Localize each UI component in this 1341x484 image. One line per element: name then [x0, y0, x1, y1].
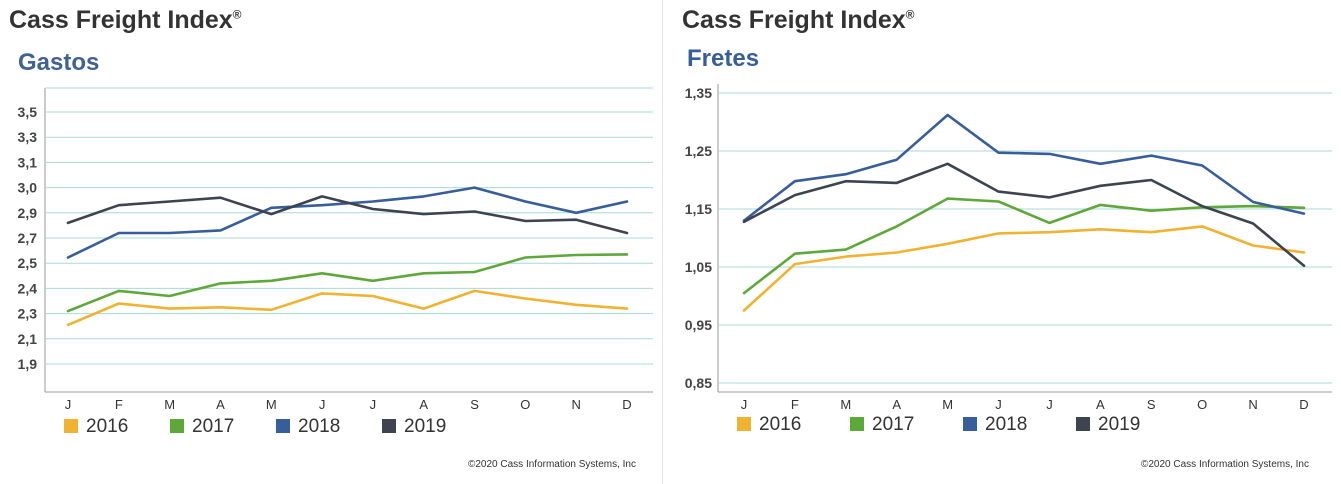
legend-swatch-2017 — [850, 417, 864, 431]
brand-title: Cass Freight Index® — [9, 6, 242, 35]
y-tick-label: 3,5 — [18, 104, 38, 120]
y-tick-label: 1,05 — [685, 259, 712, 275]
y-tick-label: 3,1 — [18, 154, 38, 170]
brand-name: Cass Freight Index — [682, 6, 906, 34]
registered-mark: ® — [905, 7, 915, 22]
series-line-2019 — [66, 195, 629, 235]
y-tick-label: 0,95 — [685, 317, 712, 333]
x-tick-label: M — [942, 397, 953, 412]
brand-title: Cass Freight Index® — [682, 6, 915, 35]
y-tick-label: 2,4 — [18, 280, 38, 296]
x-tick-label: J — [319, 397, 326, 412]
x-tick-label: J — [995, 397, 1002, 412]
series-line-2016 — [66, 289, 629, 327]
y-tick-label: 1,15 — [685, 201, 712, 217]
chart-subtitle: Gastos — [18, 49, 100, 76]
y-tick-label: 1,35 — [685, 85, 712, 101]
y-tick-label: 3,3 — [18, 129, 38, 145]
series-line-2018 — [742, 113, 1306, 222]
x-tick-label: D — [1299, 397, 1308, 412]
x-tick-label: A — [419, 397, 428, 412]
x-tick-label: S — [1147, 397, 1156, 412]
legend-label-2017: 2017 — [192, 416, 234, 437]
brand-name: Cass Freight Index — [9, 6, 233, 34]
x-tick-label: J — [370, 397, 377, 412]
legend-swatch-2019 — [1076, 417, 1090, 431]
y-tick-label: 3,0 — [18, 180, 38, 196]
x-tick-label: J — [65, 397, 72, 412]
copyright-text: ©2020 Cass Information Systems, Inc — [1141, 459, 1309, 470]
series-line-2019 — [742, 162, 1306, 268]
legend-label-2018: 2018 — [298, 416, 340, 437]
x-tick-label: A — [892, 397, 901, 412]
y-tick-label: 2,5 — [18, 255, 38, 271]
series-line-2016 — [742, 225, 1306, 312]
x-tick-label: F — [115, 397, 123, 412]
y-tick-label: 0,85 — [685, 375, 712, 391]
legend-label-2018: 2018 — [985, 414, 1027, 435]
spending-line-chart: 1,9 2,1 2,3 2,4 2,5 2,7 2,9 3,0 3,1 3,3 3,5 J F M A M J J… — [18, 87, 653, 437]
legend-label-2017: 2017 — [872, 414, 914, 435]
series-line-2017 — [742, 197, 1306, 295]
x-tick-label: A — [1096, 397, 1105, 412]
x-tick-label: M — [266, 397, 277, 412]
legend-swatch-2018 — [963, 417, 977, 431]
freight-line-chart: 0,85 0,95 1,05 1,15 1,25 1,35 J F M A M J J A S O N D 2016… — [685, 84, 1332, 435]
x-tick-label: O — [520, 397, 530, 412]
chart-subtitle: Fretes — [687, 45, 760, 72]
y-tick-label: 2,7 — [18, 230, 38, 246]
x-tick-label: A — [216, 397, 225, 412]
x-tick-label: O — [1197, 397, 1207, 412]
x-tick-label: N — [571, 397, 580, 412]
freight-chart-panel: Cass Freight Index® Fretes 0,85 0,95 1,05 1… — [662, 0, 1341, 484]
y-tick-label: 2,9 — [18, 205, 38, 221]
copyright-text: ©2020 Cass Information Systems, Inc — [468, 459, 636, 470]
y-tick-label: 1,9 — [18, 356, 38, 372]
legend-swatch-2019 — [382, 419, 396, 433]
legend-swatch-2016 — [64, 419, 78, 433]
registered-mark: ® — [232, 7, 242, 22]
x-tick-label: N — [1248, 397, 1257, 412]
x-tick-label: J — [1046, 397, 1053, 412]
x-tick-label: D — [622, 397, 631, 412]
spending-chart-panel: Cass Freight Index® Gastos 1,9 2,1 2,3 2,4 2… — [0, 0, 662, 484]
x-tick-label: J — [741, 397, 748, 412]
x-tick-label: M — [164, 397, 175, 412]
legend-swatch-2018 — [276, 419, 290, 433]
x-tick-label: S — [470, 397, 479, 412]
y-tick-label: 2,3 — [18, 306, 38, 322]
legend-swatch-2017 — [170, 419, 184, 433]
series-line-2017 — [66, 253, 629, 313]
series-line-2018 — [66, 186, 629, 259]
y-tick-label: 1,25 — [685, 143, 712, 159]
legend-label-2016: 2016 — [759, 414, 801, 435]
legend-label-2019: 2019 — [1098, 414, 1140, 435]
legend-swatch-2016 — [737, 417, 751, 431]
y-tick-label: 2,1 — [18, 331, 38, 347]
legend-label-2016: 2016 — [86, 416, 128, 437]
x-tick-label: F — [791, 397, 799, 412]
legend-label-2019: 2019 — [404, 416, 446, 437]
x-tick-label: M — [840, 397, 851, 412]
